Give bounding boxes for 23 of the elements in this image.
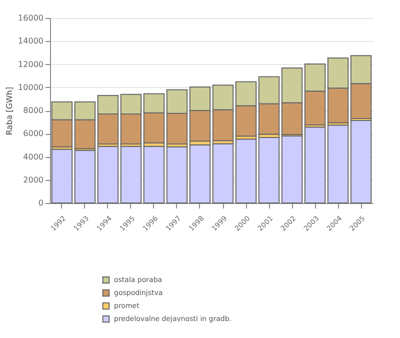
bar [166, 146, 188, 204]
bar [97, 146, 119, 204]
y-tick-label: 2000 [23, 175, 44, 184]
bar [51, 148, 73, 204]
bar [74, 150, 96, 204]
y-axis-title: Raba [GWh] [5, 86, 14, 136]
bar [327, 124, 349, 204]
bar [143, 146, 165, 204]
y-tick-label: 0 [38, 198, 44, 208]
bar [258, 137, 280, 204]
bar [189, 144, 211, 204]
bar [120, 146, 142, 204]
y-tick-label: 16000 [18, 14, 44, 22]
y-tick-label: 6000 [23, 129, 44, 138]
y-tick-label: 10000 [18, 82, 44, 92]
bar [212, 143, 234, 204]
bar [235, 138, 257, 204]
y-tick-label: 12000 [18, 60, 44, 69]
bar [304, 126, 326, 204]
y-tick-label: 8000 [23, 106, 44, 115]
bar [350, 120, 372, 204]
y-tick-label: 4000 [23, 152, 44, 162]
y-tick-label: 14000 [18, 36, 44, 46]
